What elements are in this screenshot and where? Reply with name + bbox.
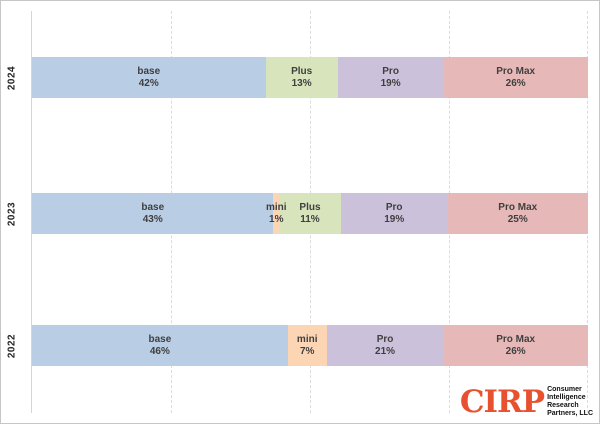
segment-label: Pro Max 25%: [498, 201, 538, 225]
bar-segment-promax: Pro Max 26%: [443, 325, 588, 366]
bar-segment-promax: Pro Max 26%: [443, 57, 588, 98]
segment-label: base 46%: [148, 333, 172, 357]
bar-segment-plus: Plus 13%: [265, 57, 338, 98]
bar-segment-promax: Pro Max 25%: [447, 193, 588, 234]
bar-segment-pro: Pro 19%: [340, 193, 448, 234]
cirp-logo-subtext: Consumer Intelligence Research Partners,…: [547, 386, 593, 417]
segment-label: Pro 19%: [380, 65, 401, 89]
year-label-2022: 2022: [6, 333, 18, 359]
segment-label: Pro 19%: [384, 201, 405, 225]
segment-label: Plus 11%: [299, 201, 321, 225]
cirp-logo: CIRP Consumer Intelligence Research Part…: [460, 386, 593, 418]
bar-2023: base 43% mini 1% Plus 11% Pro 19%: [32, 193, 588, 234]
segment-label: base 42%: [137, 65, 161, 89]
bar-segment-plus: Plus 11%: [279, 193, 341, 234]
bar-2024: base 42% Plus 13% Pro 19% Pro Max: [32, 57, 588, 98]
cirp-logo-text: CIRP: [459, 384, 545, 420]
segment-label: Plus 13%: [291, 65, 313, 89]
segment-label: base 43%: [141, 201, 165, 225]
segment-label: mini 7%: [296, 333, 318, 357]
bar-segment-base: base 43%: [32, 193, 274, 234]
segment-label: Pro 21%: [375, 333, 396, 357]
segment-label: Pro Max 26%: [496, 333, 536, 357]
segment-label: Pro Max 26%: [496, 65, 536, 89]
plot-area: base 42% Plus 13% Pro 19% Pro Max: [32, 11, 588, 413]
year-label-2023: 2023: [6, 201, 18, 227]
bar-segment-pro: Pro 19%: [337, 57, 444, 98]
year-label-2024: 2024: [6, 65, 18, 91]
bar-segment-mini: mini 7%: [287, 325, 327, 366]
bar-segment-pro: Pro 21%: [326, 325, 444, 366]
y-axis-line: [31, 11, 32, 413]
bar-segment-base: base 42%: [32, 57, 266, 98]
bar-2022: base 46% mini 7% Pro 21% Pro Max 2: [32, 325, 588, 366]
bar-segment-base: base 46%: [32, 325, 288, 366]
